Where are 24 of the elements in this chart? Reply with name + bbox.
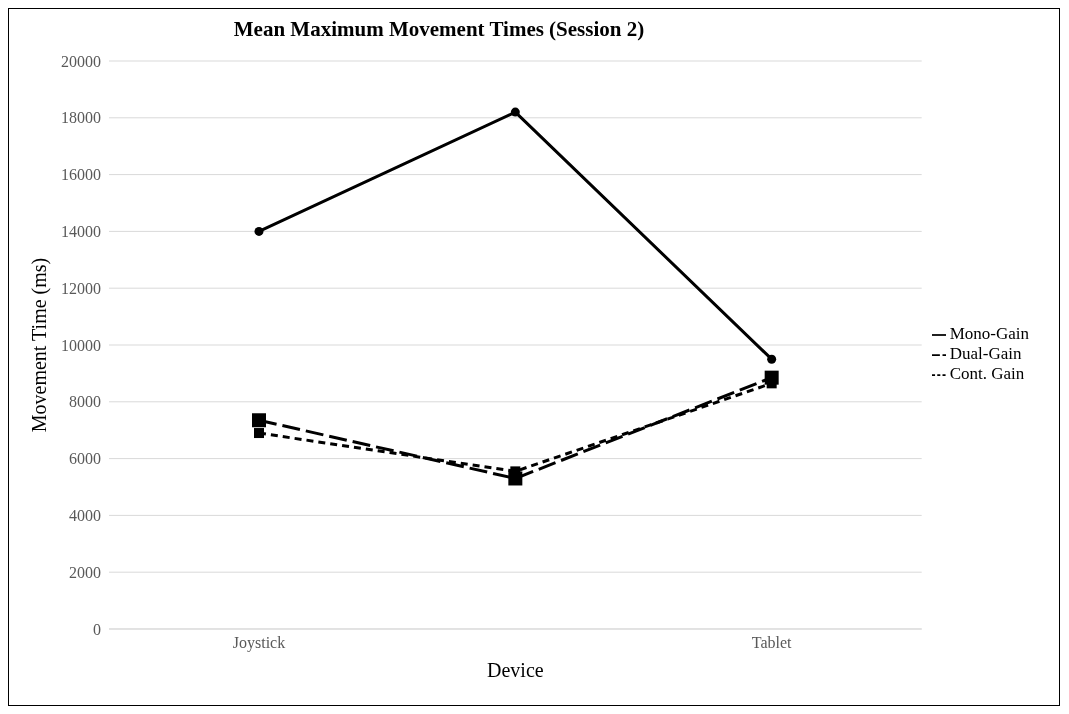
- y-tick-label: 18000: [61, 109, 101, 127]
- y-tick-label: 4000: [69, 507, 101, 525]
- legend-label: Cont. Gain: [949, 364, 1025, 383]
- x-tick-label: Joystick: [232, 634, 286, 653]
- point: [252, 413, 266, 428]
- y-tick-label: 2000: [69, 563, 101, 581]
- y-tick-label: 0: [93, 620, 101, 638]
- y-tick-label: 20000: [61, 52, 101, 70]
- x-axis-title: Device: [487, 659, 544, 681]
- y-tick-label: 10000: [61, 336, 101, 354]
- y-tick-label: 12000: [61, 279, 101, 297]
- y-tick-label: 14000: [61, 223, 101, 241]
- x-tick-label: Tablet: [751, 634, 793, 652]
- point: [510, 107, 520, 117]
- point: [254, 428, 264, 439]
- y-tick-label: 6000: [69, 450, 101, 468]
- point: [767, 354, 777, 364]
- legend-label: Dual-Gain: [949, 344, 1022, 363]
- y-tick-label: 8000: [69, 393, 101, 411]
- legend-label: Mono-Gain: [949, 324, 1029, 343]
- point: [254, 226, 264, 236]
- y-tick-label: 16000: [61, 166, 101, 184]
- y-axis-title: Movement Time (ms): [28, 257, 52, 433]
- chart-title: Mean Maximum Movement Times (Session 2): [232, 17, 646, 42]
